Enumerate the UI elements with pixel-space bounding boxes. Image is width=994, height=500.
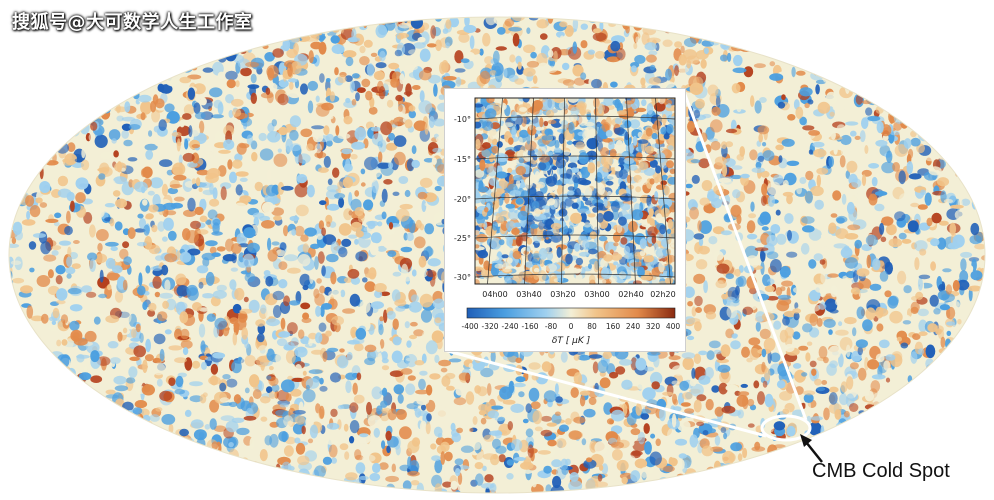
x-tick: 03h00	[584, 290, 609, 299]
y-tick: -10°	[454, 115, 471, 124]
colorbar-tick: -80	[545, 322, 557, 331]
colorbar	[466, 307, 676, 319]
colorbar-tick: 80	[587, 322, 597, 331]
colorbar-tick: 240	[626, 322, 641, 331]
x-tick: 03h20	[550, 290, 575, 299]
colorbar-tick: -240	[501, 322, 518, 331]
inset-map: -10° -15° -20° -25° -30° 04h00 03h40 03h…	[454, 97, 680, 346]
y-tick: -15°	[454, 155, 471, 164]
y-tick: -25°	[454, 234, 471, 243]
colorbar-tick: 160	[606, 322, 621, 331]
inset-frame	[474, 97, 676, 285]
cold-spot-label: CMB Cold Spot	[812, 460, 950, 482]
watermark: 搜狐号@大可数学人生工作室	[12, 12, 253, 33]
colorbar-tick: -160	[521, 322, 538, 331]
colorbar-tick: 400	[666, 322, 681, 331]
coordinate-grid	[475, 98, 675, 284]
inset-panel: -10° -15° -20° -25° -30° 04h00 03h40 03h…	[444, 88, 686, 352]
x-tick: 02h20	[650, 290, 675, 299]
cold-spot-marker	[760, 414, 812, 442]
x-tick: 03h40	[516, 290, 541, 299]
colorbar-label: δT [ μK ]	[552, 336, 591, 346]
x-axis-ticks: 04h00 03h40 03h20 03h00 02h40 02h20	[482, 290, 675, 299]
y-axis-ticks: -10° -15° -20° -25° -30°	[454, 115, 471, 282]
colorbar-tick: 0	[569, 322, 574, 331]
colorbar-ticks: -400 -320 -240 -160 -80 0 80 160 240 320…	[461, 322, 680, 331]
colorbar-tick: -400	[461, 322, 478, 331]
x-tick: 02h40	[618, 290, 643, 299]
callout-line-top	[682, 91, 808, 421]
colorbar-tick: -320	[481, 322, 498, 331]
colorbar-tick: 320	[646, 322, 661, 331]
x-tick: 04h00	[482, 290, 507, 299]
callout-line-bottom	[443, 348, 767, 438]
y-tick: -20°	[454, 195, 471, 204]
sky-map-outline	[8, 16, 986, 494]
cold-spot-arrow	[800, 434, 823, 463]
y-tick: -30°	[454, 273, 471, 282]
